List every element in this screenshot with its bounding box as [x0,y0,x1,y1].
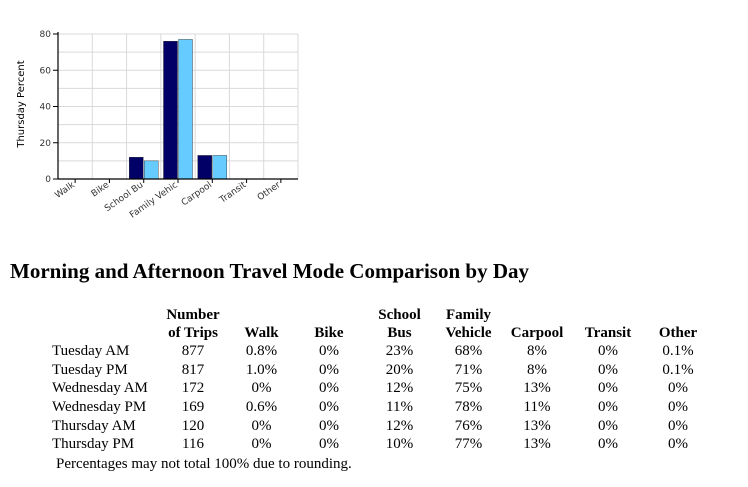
header-school-bus: School Bus [378,307,421,341]
y-tick-label: 40 [40,103,52,113]
table-cell: 169 [181,399,205,416]
y-tick-label: 20 [40,139,52,149]
table-cell: 0.1% [662,343,694,360]
table-header-row: Number of Trips Walk Bike School Bus Famil… [52,306,713,342]
table-cell: 10% [385,436,414,453]
table-cell: 0% [251,380,272,397]
table-cell: 20% [385,361,414,378]
chart-bars [129,39,227,180]
row-label: Thursday PM [52,436,135,453]
table-cell: 8% [527,361,547,378]
table-cell: 0% [668,380,688,397]
table-cell: 76% [454,417,483,434]
chart-grid [57,33,299,180]
table-cell: 0% [598,380,618,397]
table-cell: 116 [182,436,204,453]
bar-thursday-am-school-bus [129,157,144,180]
header-carpool: Carpool [510,325,564,341]
travel-mode-table: Number of Trips Walk Bike School Bus Famil… [52,306,713,454]
table-cell: 0% [668,399,688,416]
header-number-of-trips: Number of Trips [166,307,220,341]
x-tick-label: Other [256,180,283,203]
row-label: Wednesday PM [52,399,147,416]
table-cell: 0% [319,399,339,416]
table-row: Tuesday AM 877 0.8% 0% 23% 68% 8% 0% 0.1% [52,342,713,361]
table-cell: 11% [523,399,551,416]
table-cell: 11% [386,399,413,416]
table-cell: 71% [454,361,483,378]
table-cell: 77% [454,436,483,453]
table-cell: 12% [385,380,414,397]
table-cell: 13% [523,417,551,434]
header-walk: Walk [244,325,279,341]
table-cell: 172 [181,380,205,397]
y-tick-label: 80 [40,30,52,40]
table-cell: 12% [385,417,414,434]
table-cell: 0% [319,343,339,360]
table-cell: 13% [523,380,551,397]
page-heading: Morning and Afternoon Travel Mode Compar… [10,259,529,283]
table-cell: 0% [319,436,339,453]
table-cell: 78% [454,399,483,416]
bar-thursday-pm-carpool [212,155,227,180]
table-row: Thursday AM 120 0% 0% 12% 76% 13% 0% 0% [52,416,713,435]
x-tick-label: Transit [217,180,248,206]
y-axis-label: Thursday Percent [16,60,27,148]
table-cell: 0% [668,436,688,453]
table-row: Thursday PM 116 0% 0% 10% 77% 13% 0% 0% [52,435,713,454]
table-row: Wednesday PM 169 0.6% 0% 11% 78% 11% 0% 0% [52,398,713,417]
table-cell: 120 [181,417,205,434]
table-cell: 0.1% [662,361,694,378]
table-cell: 817 [181,361,205,378]
table-cell: 0% [598,399,618,416]
table-cell: 8% [527,343,547,360]
table-cell: 0.8% [245,343,278,360]
bar-thursday-am-carpool [197,155,212,180]
table-row: Tuesday PM 817 1.0% 0% 20% 71% 8% 0% 0.1% [52,361,713,380]
table-cell: 0% [598,417,618,434]
table-cell: 0% [598,343,618,360]
table-cell: 877 [181,343,205,360]
table-row: Wednesday AM 172 0% 0% 12% 75% 13% 0% 0% [52,379,713,398]
y-tick-label: 60 [40,66,52,76]
table-cell: 0% [319,380,339,397]
table-cell: 13% [523,436,551,453]
row-label: Thursday AM [52,417,136,434]
row-label: Tuesday AM [52,343,130,360]
table-cell: 0% [319,361,339,378]
x-tick-label: Walk [53,180,77,201]
table-cell: 0% [598,436,618,453]
bar-thursday-pm-family-vehicle [178,39,193,180]
x-tick-label: Carpool [180,180,214,208]
table-cell: 0% [598,361,618,378]
table-cell: 75% [454,380,483,397]
bar-thursday-pm-school-bus [144,160,159,180]
corner-header [52,306,158,342]
header-other: Other [658,325,698,341]
table-cell: 0% [319,417,339,434]
table-cell: 0.6% [245,399,278,416]
table-cell: 1.0% [245,361,278,378]
bar-thursday-am-family-vehicle [163,41,178,180]
row-label: Wednesday AM [52,380,148,397]
table-body: Tuesday AM 877 0.8% 0% 23% 68% 8% 0% 0.1% Tuesday… [52,342,713,454]
table-cell: 0% [668,417,688,434]
footnote: Percentages may not total 100% due to ro… [56,456,352,472]
table-cell: 0% [251,417,272,434]
row-label: Tuesday PM [52,361,128,378]
y-tick-label: 0 [45,175,51,185]
header-transit: Transit [584,325,632,341]
x-tick-label: Bike [90,180,112,199]
header-bike: Bike [314,325,344,341]
table-cell: 23% [385,343,414,360]
table-cell: 0% [251,436,272,453]
header-family-vehicle: Family Vehicle [445,307,492,341]
table-cell: 68% [454,343,483,360]
